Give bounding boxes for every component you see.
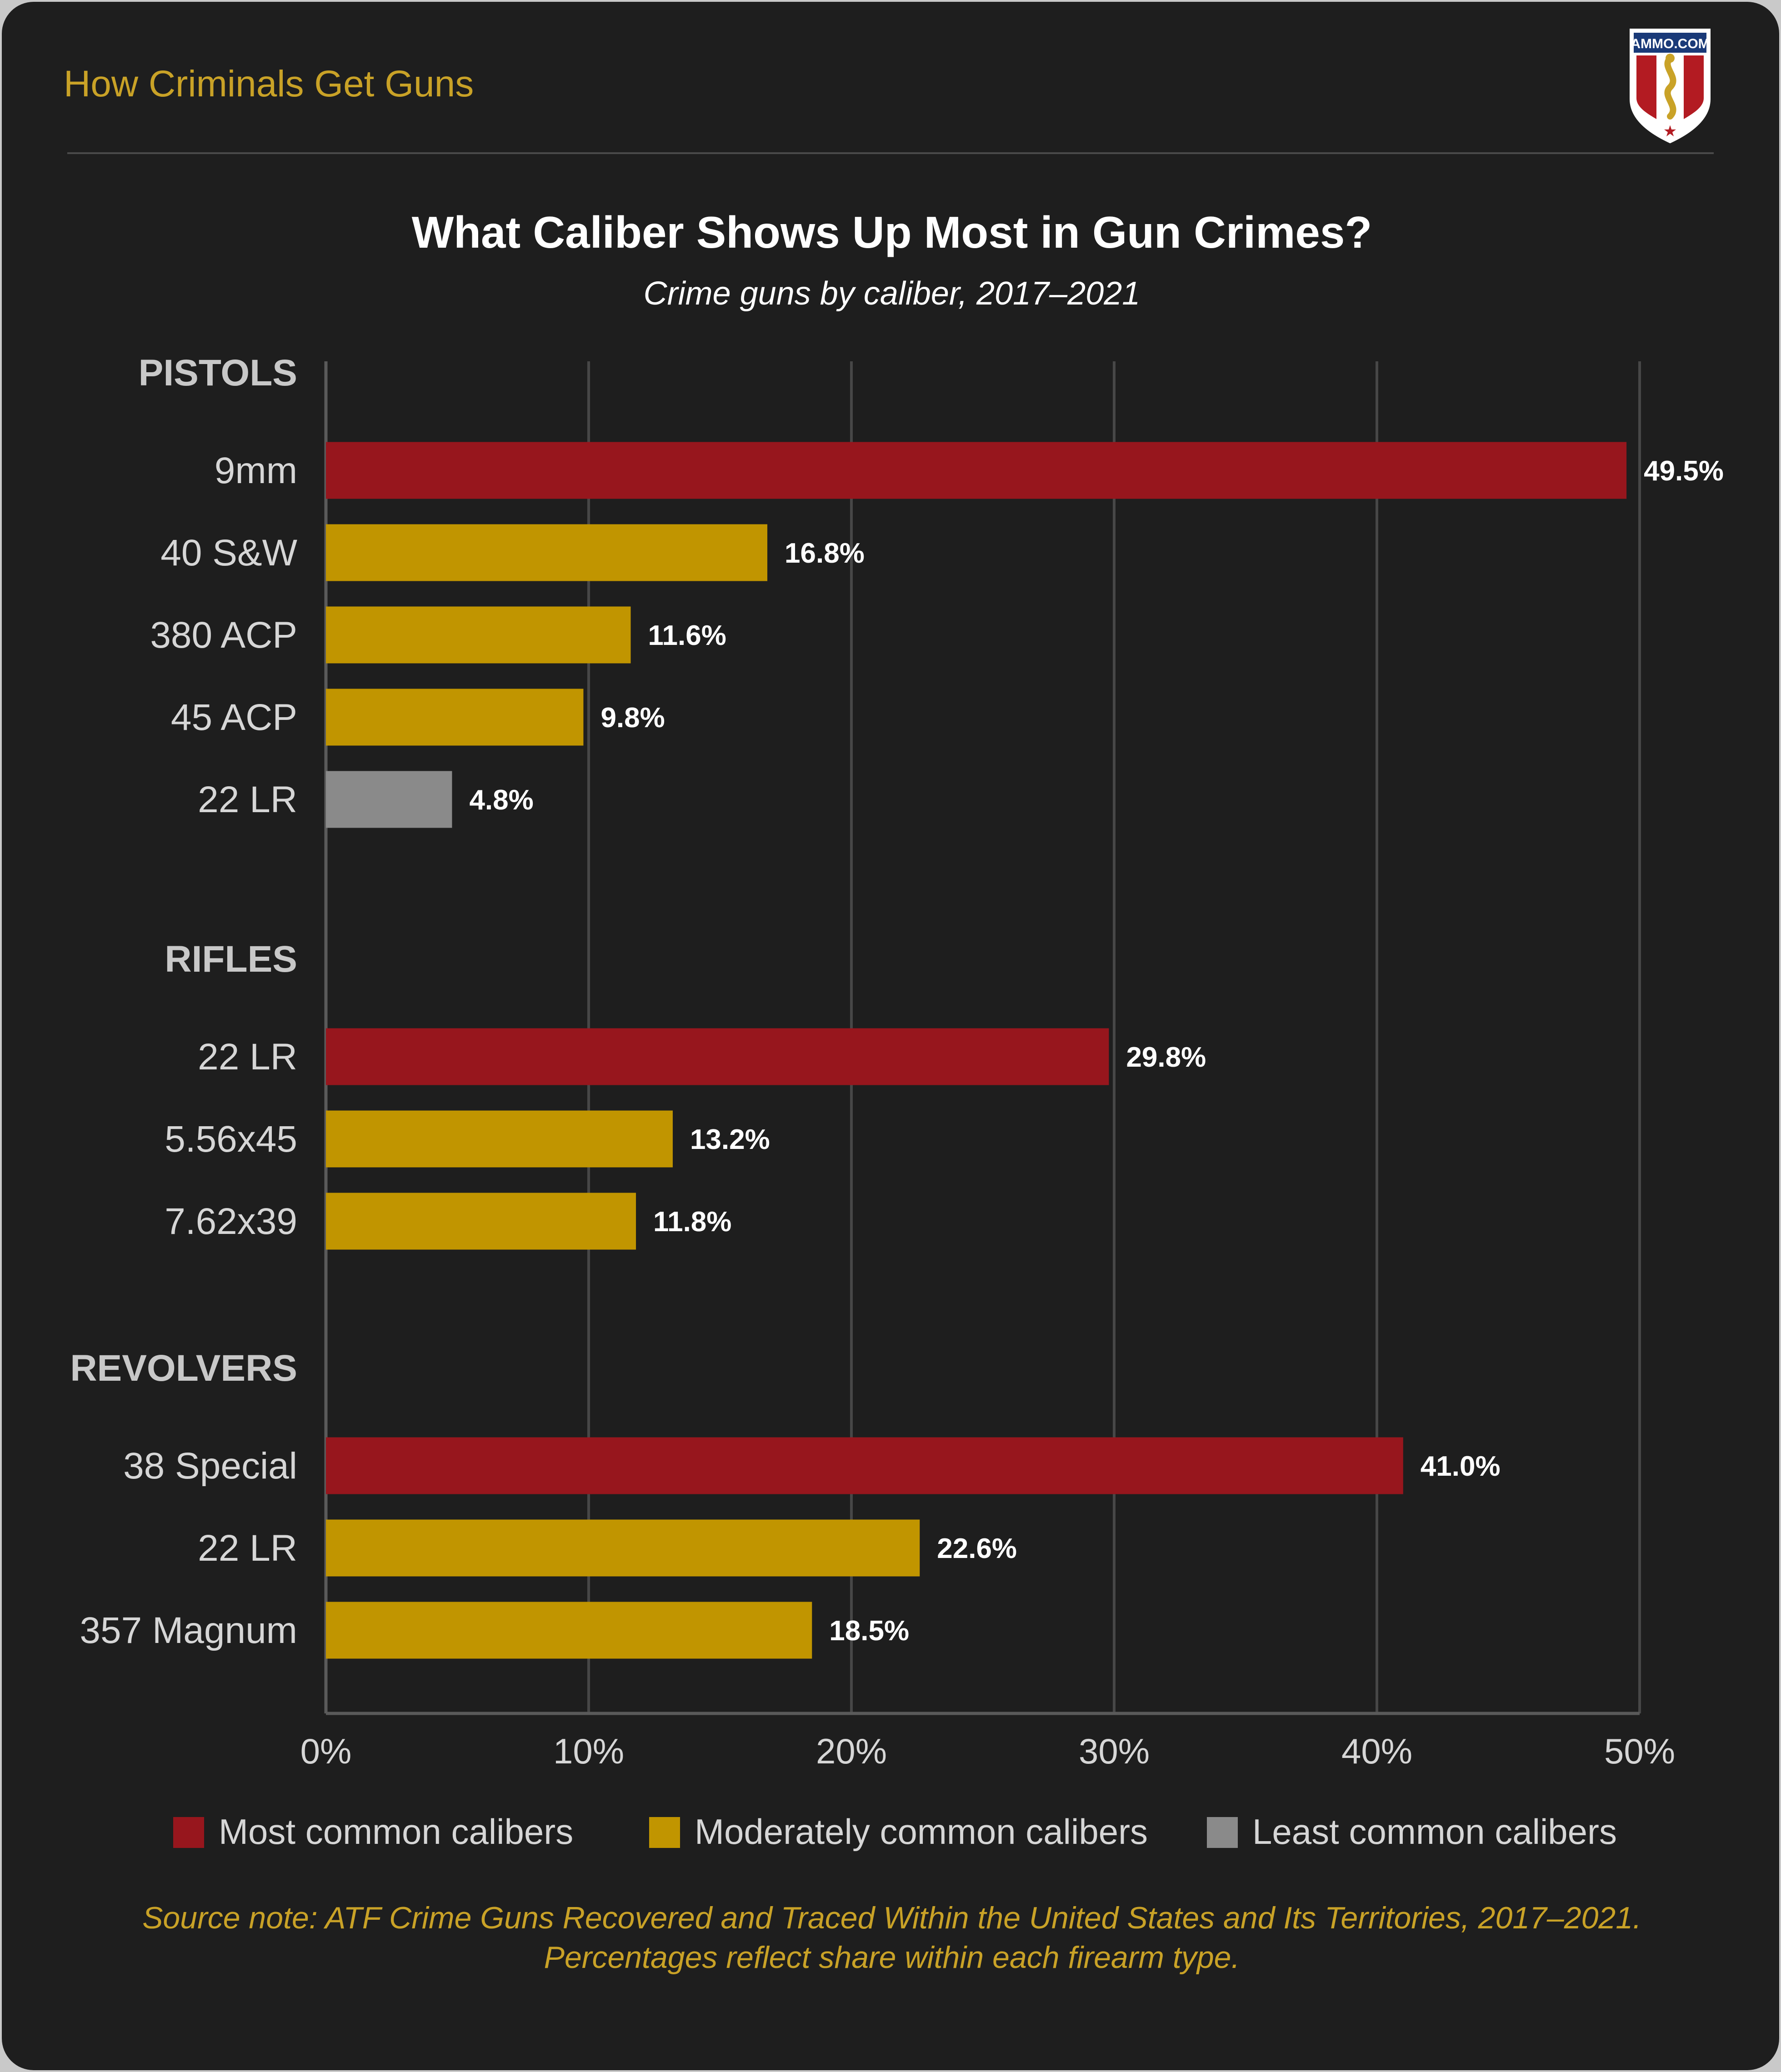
x-tick-label: 20%: [816, 1731, 887, 1771]
x-tick-label: 50%: [1604, 1731, 1675, 1771]
category-label: 38 Special: [123, 1445, 297, 1487]
snake-shield-icon: [1664, 54, 1676, 120]
chart-subtitle: Crime guns by caliber, 2017–2021: [644, 275, 1141, 312]
category-label: 380 ACP: [150, 614, 297, 656]
bar: [326, 606, 631, 664]
legend-label-most: Most common calibers: [219, 1812, 573, 1852]
legend-label-least: Least common calibers: [1252, 1812, 1617, 1852]
chart-title: What Caliber Shows Up Most in Gun Crimes…: [412, 207, 1372, 257]
group-heading: RIFLES: [165, 939, 297, 980]
legend: Most common calibers Moderately common ca…: [173, 1812, 1617, 1852]
x-tick-label: 40%: [1341, 1731, 1412, 1771]
data-label: 4.8%: [469, 784, 533, 816]
category-label: 22 LR: [198, 779, 297, 820]
logo-banner: [1634, 33, 1706, 53]
group-heading: PISTOLS: [139, 352, 297, 394]
x-tick-label: 10%: [553, 1731, 624, 1771]
category-label: 5.56x45: [165, 1118, 297, 1160]
data-label: 13.2%: [690, 1124, 770, 1155]
data-label: 29.8%: [1126, 1042, 1206, 1073]
x-axis: 0% 10% 20% 30% 40% 50%: [300, 1731, 1675, 1771]
ammo-logo: AMMO.COM ★: [1630, 29, 1711, 144]
category-label: 9mm: [215, 450, 297, 491]
category-label: 40 S&W: [160, 532, 297, 574]
legend-label-moderate: Moderately common calibers: [695, 1812, 1148, 1852]
data-label: 11.8%: [653, 1206, 731, 1238]
legend-swatch-moderate: [649, 1817, 680, 1848]
data-label: 9.8%: [600, 702, 665, 734]
category-label: 22 LR: [198, 1036, 297, 1078]
bar: [326, 1519, 920, 1577]
source-note-line2: Percentages reflect share within each fi…: [544, 1940, 1240, 1975]
bar: [326, 1437, 1403, 1494]
bar: [326, 1110, 673, 1168]
bar: [326, 1193, 636, 1250]
category-label: 7.62x39: [165, 1201, 297, 1242]
logo-text: AMMO.COM: [1631, 36, 1709, 51]
category-label: 45 ACP: [171, 697, 297, 738]
bar: [326, 771, 452, 828]
bar: [326, 1028, 1109, 1085]
bar: [326, 442, 1627, 499]
data-label: 16.8%: [785, 538, 865, 569]
data-label: 22.6%: [937, 1533, 1017, 1564]
source-note-line1: Source note: ATF Crime Guns Recovered an…: [142, 1901, 1641, 1935]
data-label: 11.6%: [648, 620, 726, 651]
bar: [326, 1602, 812, 1659]
logo-stripes: [1636, 55, 1704, 119]
bar: [326, 689, 584, 746]
brand-text: How Criminals Get Guns: [64, 63, 474, 105]
legend-swatch-most: [173, 1817, 204, 1848]
labels-layer: PISTOLS 9mm 49.5% 40 S&W 16.8% 380 ACP 11.6% 45…: [70, 352, 1724, 1651]
category-label: 22 LR: [198, 1528, 297, 1569]
legend-swatch-least: [1207, 1817, 1238, 1848]
category-label: 357 Magnum: [80, 1610, 297, 1651]
logo-star-icon: ★: [1663, 123, 1677, 140]
data-label: 41.0%: [1421, 1451, 1501, 1482]
bar: [326, 524, 768, 581]
x-tick-label: 30%: [1079, 1731, 1150, 1771]
group-heading: REVOLVERS: [70, 1348, 297, 1389]
bars-layer: [326, 442, 1627, 1659]
data-label: 18.5%: [829, 1615, 909, 1647]
data-label: 49.5%: [1644, 455, 1724, 487]
x-tick-label: 0%: [300, 1731, 352, 1771]
